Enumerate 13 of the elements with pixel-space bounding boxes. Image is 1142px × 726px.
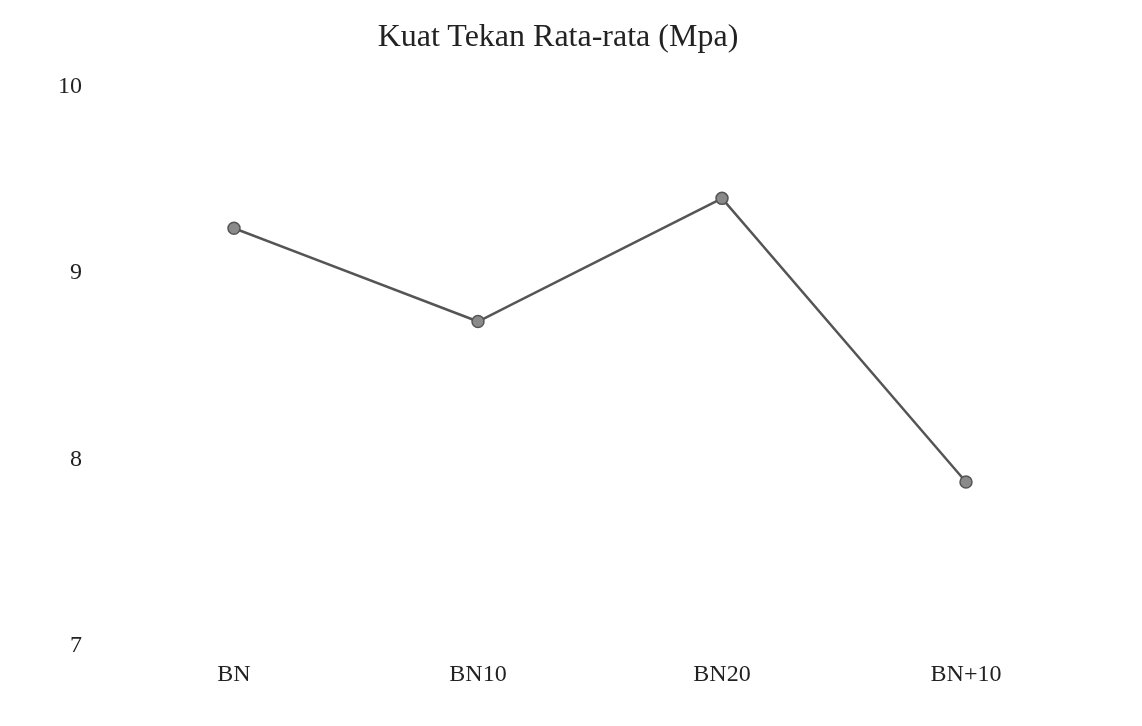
point	[715, 191, 729, 206]
point	[227, 221, 241, 235]
point	[471, 314, 485, 329]
chart-title: Kuat Tekan Rata-rata (Mpa)	[377, 16, 739, 53]
y-tick-label: 8	[70, 444, 82, 471]
y-tick-label: 7	[70, 631, 82, 658]
point	[959, 475, 973, 489]
y-tick-label: 9	[70, 258, 82, 285]
x-tick-label: BN	[217, 659, 251, 686]
x-tick-label: BN10	[449, 659, 507, 686]
x-tick-label: BN+10	[930, 659, 1002, 686]
y-tick-label: 10	[58, 71, 82, 98]
x-tick-label: BN20	[693, 659, 751, 686]
